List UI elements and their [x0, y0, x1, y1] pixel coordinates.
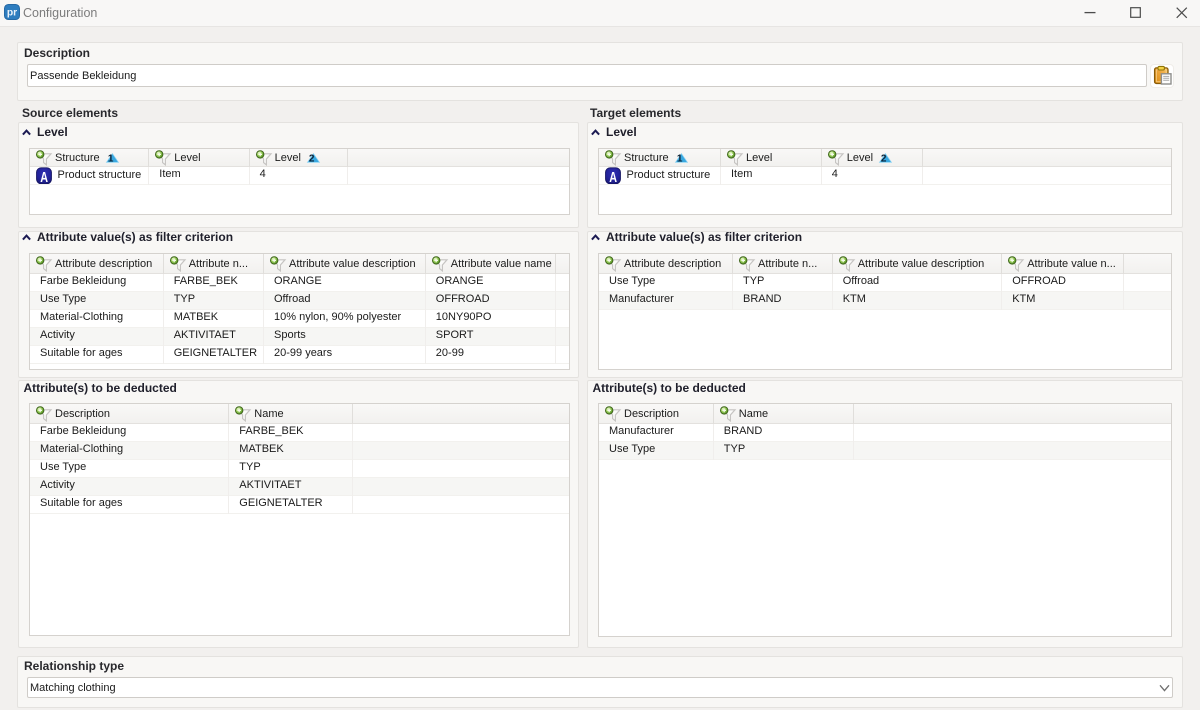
svg-text:1: 1: [108, 154, 114, 164]
svg-text:pr: pr: [6, 7, 16, 18]
svg-text:2: 2: [881, 154, 887, 164]
svg-text:2: 2: [309, 154, 315, 164]
svg-text:A: A: [40, 168, 48, 184]
svg-text:1: 1: [677, 154, 683, 164]
svg-text:A: A: [609, 168, 617, 184]
